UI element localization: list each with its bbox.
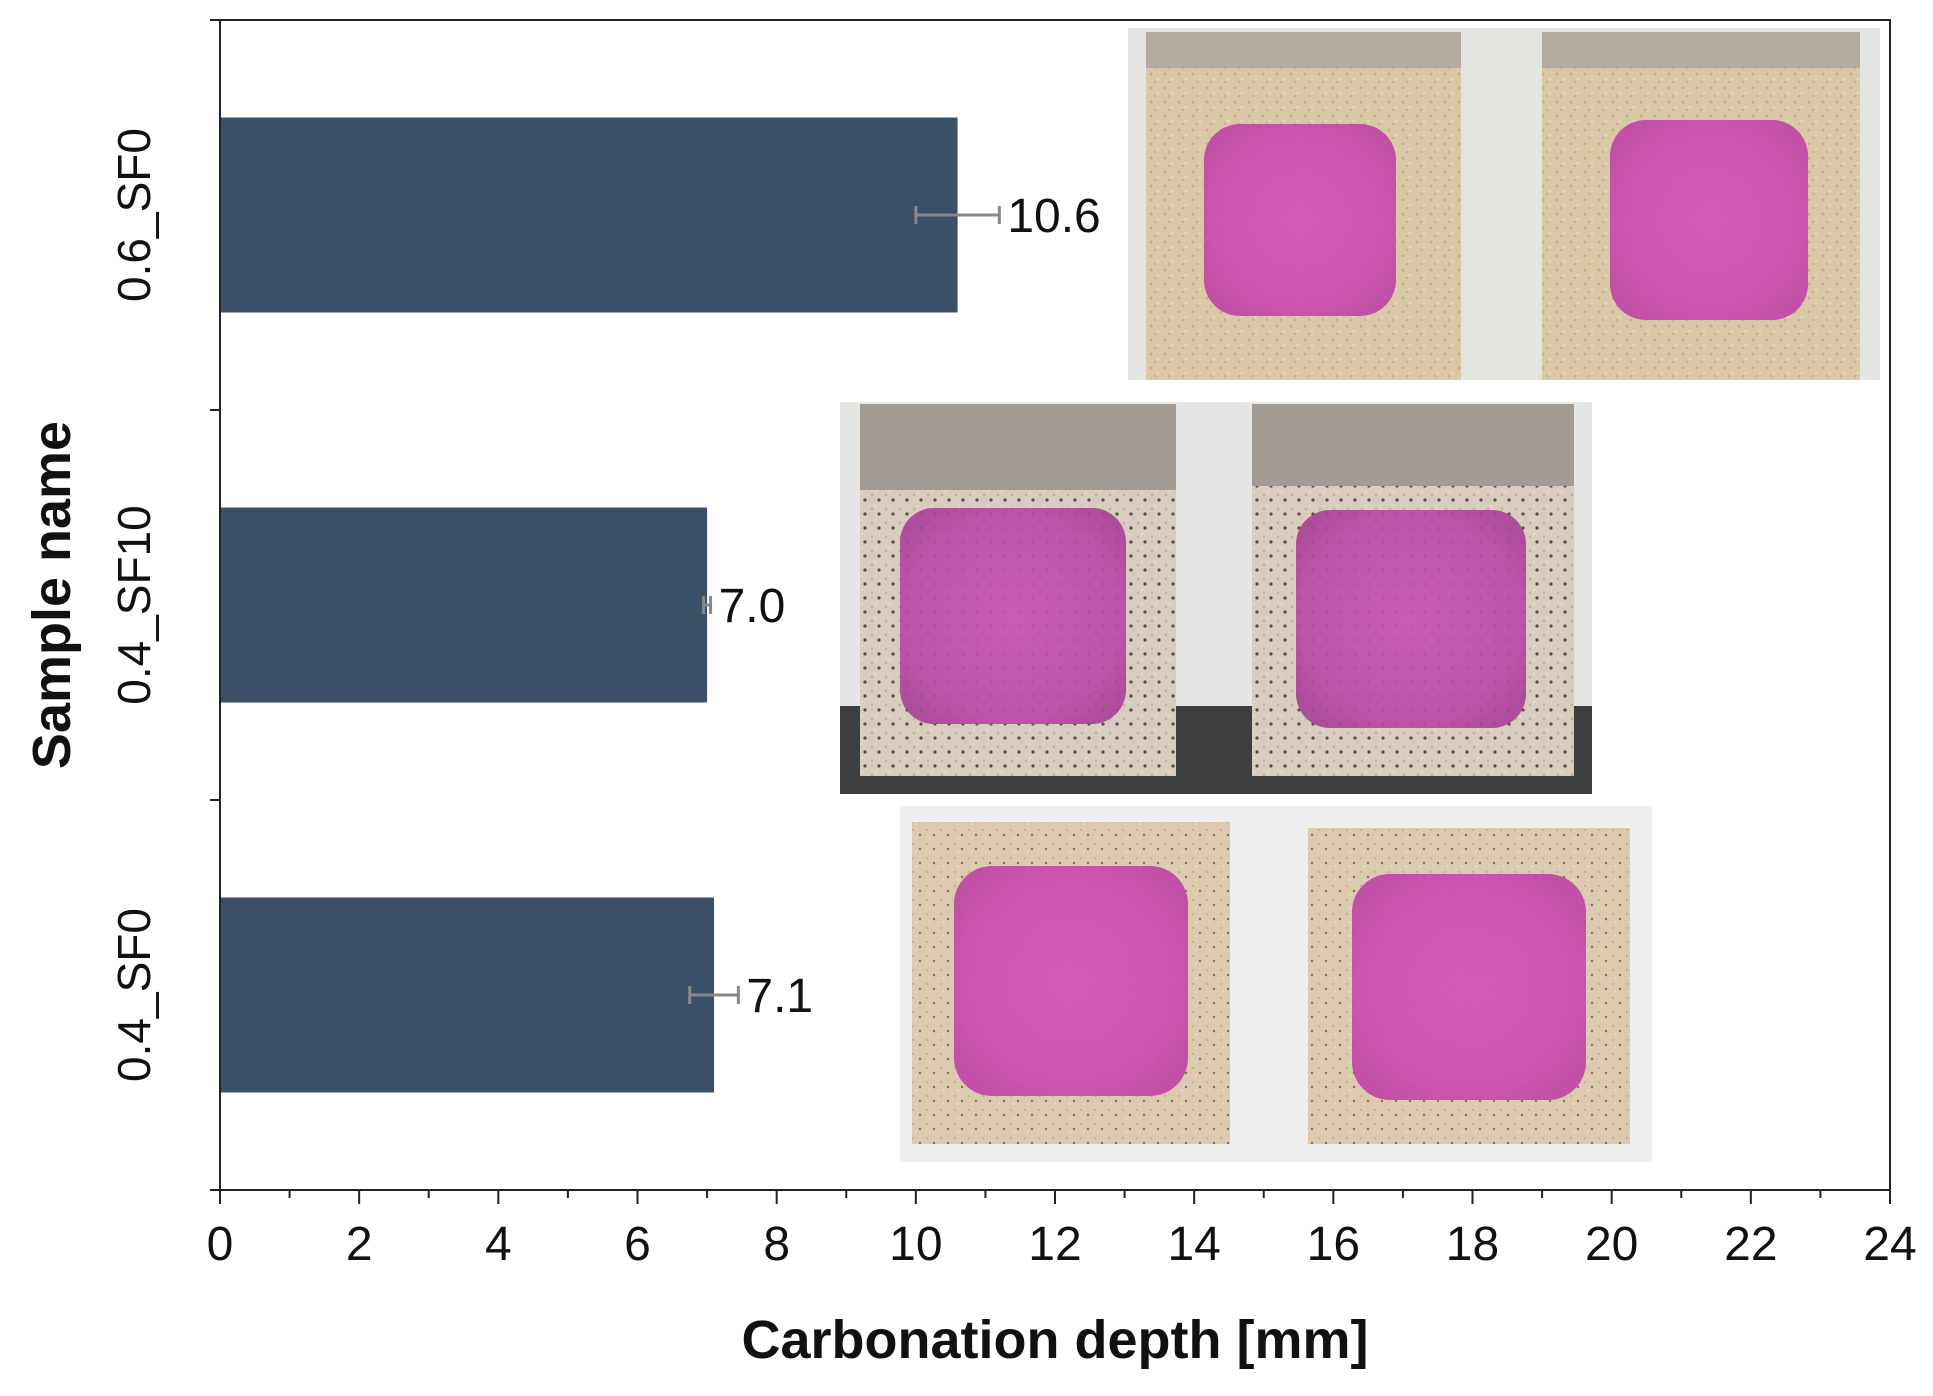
bar-2 — [220, 897, 715, 1093]
bar-1 — [220, 507, 708, 703]
category-label-2: 0.4_SF0 — [108, 908, 160, 1082]
x-tick-label-0: 0 — [207, 1218, 234, 1271]
specimen-photos — [840, 28, 1880, 1162]
x-tick-label-10: 20 — [1585, 1218, 1638, 1271]
bars-group — [220, 117, 958, 1093]
x-tick-label-1: 2 — [346, 1218, 373, 1271]
x-tick-label-7: 14 — [1167, 1218, 1220, 1271]
data-label-0: 10.6 — [1007, 190, 1100, 243]
x-tick-label-4: 8 — [763, 1218, 790, 1271]
y-axis-title: Sample name — [22, 421, 82, 769]
category-label-1: 0.4_SF10 — [108, 505, 160, 704]
x-tick-label-8: 16 — [1307, 1218, 1360, 1271]
labels-group: 10.6 0.6_SF0 7.0 0.4_SF10 7.1 0.4_SF0 Carbonat… — [22, 128, 1368, 1370]
x-tick-label-11: 22 — [1724, 1218, 1777, 1271]
specimen-photo-0-4-sf0 — [900, 806, 1652, 1162]
x-tick-label-3: 6 — [624, 1218, 651, 1271]
x-tick-label-2: 4 — [485, 1218, 512, 1271]
specimen-photo-0-6-sf0 — [1128, 28, 1880, 380]
x-axis-title: Carbonation depth [mm] — [742, 1310, 1369, 1370]
data-label-1: 7.0 — [719, 580, 786, 633]
errorbars-group — [688, 206, 1001, 1004]
axes-group: 0 2 4 6 8 10 12 14 16 18 20 22 24 — [207, 19, 1917, 1271]
bar-0 — [220, 117, 958, 313]
data-label-2: 7.1 — [746, 970, 813, 1023]
x-tick-label-9: 18 — [1446, 1218, 1499, 1271]
x-tick-label-6: 12 — [1028, 1218, 1081, 1271]
x-tick-label-12: 24 — [1863, 1218, 1916, 1271]
specimen-photo-0-4-sf10 — [840, 402, 1592, 794]
x-tick-label-5: 10 — [889, 1218, 942, 1271]
category-label-0: 0.6_SF0 — [108, 128, 160, 302]
